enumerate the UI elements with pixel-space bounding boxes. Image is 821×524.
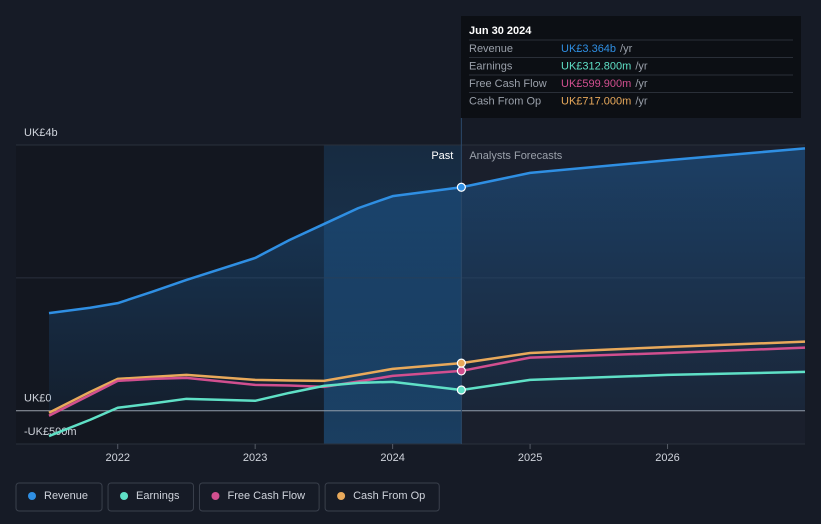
past-label: Past [431, 150, 453, 162]
tooltip-suffix: /yr [620, 43, 633, 55]
series-line [48, 147, 806, 315]
legend-swatch [211, 492, 220, 500]
plot-area: -UK£500m UK£0 UK£4b 2022 2023 2024 2025 2026 Pas… [16, 118, 806, 464]
legend-swatch [337, 492, 346, 500]
legend-label: Free Cash Flow [227, 490, 305, 502]
x-tick-label: 2022 [105, 452, 129, 464]
legend-swatch [120, 492, 129, 500]
x-tick-label: 2023 [243, 452, 267, 464]
tooltip-label: Free Cash Flow [469, 78, 547, 90]
tooltip-value: UK£312.800m [561, 60, 631, 72]
series-dot [456, 182, 466, 192]
legend-item[interactable]: Free Cash Flow [198, 482, 320, 512]
y-tick-label: -UK£500m [24, 426, 77, 438]
legend-item[interactable]: Cash From Op [324, 482, 440, 512]
tooltip-label: Earnings [469, 60, 513, 72]
series-line [48, 370, 806, 438]
tooltip-suffix: /yr [635, 78, 648, 90]
legend-button[interactable] [15, 482, 103, 512]
tooltip-value: UK£717.000m [561, 95, 631, 107]
tooltip-label: Revenue [469, 43, 513, 55]
tooltip-suffix: /yr [635, 60, 648, 72]
x-tick-label: 2024 [380, 452, 404, 464]
tooltip: Jun 30 2024 Revenue UK£3.364b/yr Earnings U… [461, 16, 801, 118]
legend-button[interactable] [198, 482, 320, 512]
tooltip-suffix: /yr [635, 95, 648, 107]
legend-label: Revenue [44, 490, 88, 502]
tooltip-value: UK£3.364b [561, 43, 616, 55]
legend-item[interactable]: Revenue [15, 482, 103, 512]
tooltip-label: Cash From Op [469, 95, 541, 107]
series-line [48, 346, 806, 417]
legend-label: Earnings [136, 490, 180, 502]
revenue-area [48, 148, 805, 411]
tooltip-value: UK£599.900m [561, 78, 631, 90]
legend-button[interactable] [107, 482, 194, 512]
forecast-label: Analysts Forecasts [469, 150, 562, 162]
y-tick-label: UK£0 [24, 393, 52, 405]
y-tick-label: UK£4b [24, 127, 58, 139]
series-line [48, 340, 806, 414]
legend-swatch [28, 492, 36, 500]
series-dot [456, 385, 466, 395]
legend: Revenue Earnings Free Cash Flow Cash From O… [15, 482, 440, 512]
legend-label: Cash From Op [353, 490, 425, 502]
legend-button[interactable] [324, 482, 440, 512]
tooltip-box [461, 16, 801, 118]
legend-item[interactable]: Earnings [107, 482, 194, 512]
x-tick-label: 2025 [518, 452, 542, 464]
series-dot [456, 358, 466, 368]
tooltip-date: Jun 30 2024 [469, 25, 532, 37]
series-dot [456, 366, 466, 376]
x-tick-label: 2026 [655, 452, 679, 464]
